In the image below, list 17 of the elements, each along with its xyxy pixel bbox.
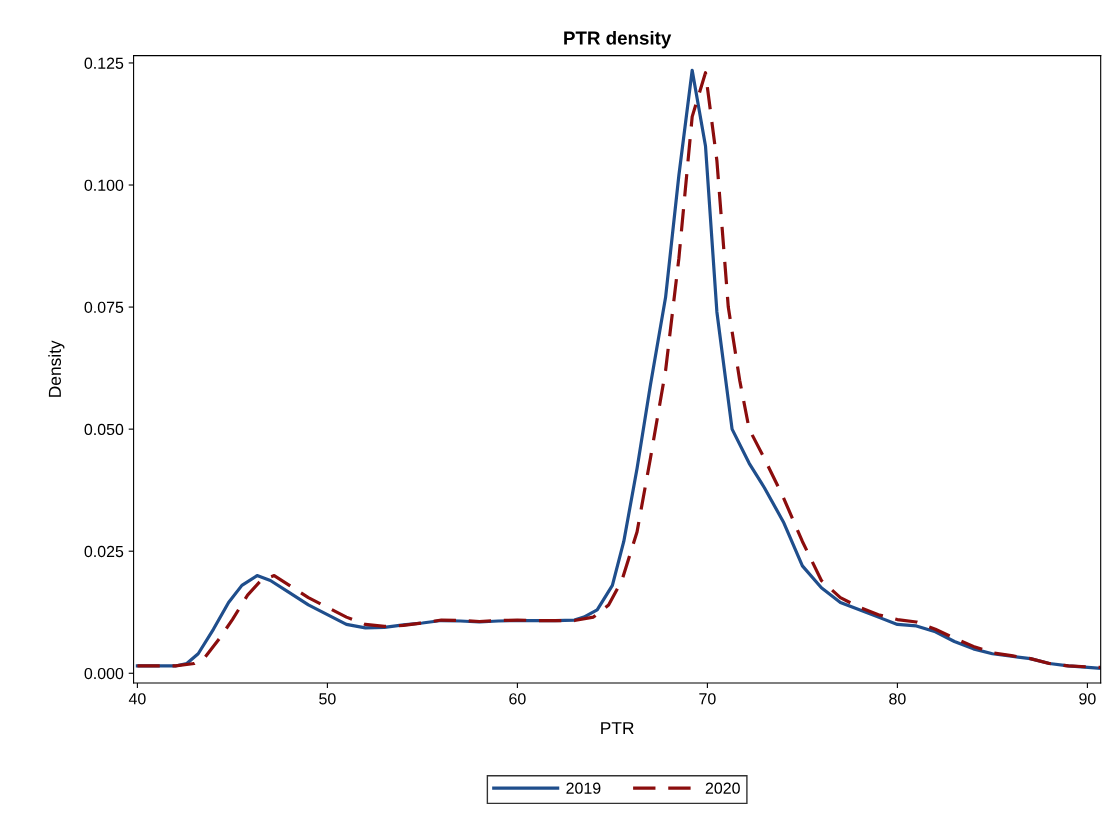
legend-label: 2020 xyxy=(705,782,740,794)
x-tick-label: 50 xyxy=(319,693,336,705)
y-axis-title: Density xyxy=(48,340,65,397)
x-tick-label: 90 xyxy=(1079,693,1096,705)
y-tick-label: 0.100 xyxy=(84,179,124,191)
x-tick-label: 40 xyxy=(128,693,146,705)
chart-title: PTR density xyxy=(564,30,672,49)
y-tick-label: 0.000 xyxy=(84,667,124,680)
x-tick-label: 80 xyxy=(889,693,906,705)
legend-label: 2019 xyxy=(566,782,601,794)
x-tick-label: 70 xyxy=(699,693,716,705)
y-tick-label: 0.125 xyxy=(84,57,124,69)
y-tick-label: 0.050 xyxy=(84,423,124,436)
y-tick-label: 0.075 xyxy=(84,301,124,314)
x-tick-label: 60 xyxy=(509,693,526,705)
y-tick-label: 0.025 xyxy=(84,545,124,558)
x-axis-title: PTR xyxy=(601,722,634,735)
